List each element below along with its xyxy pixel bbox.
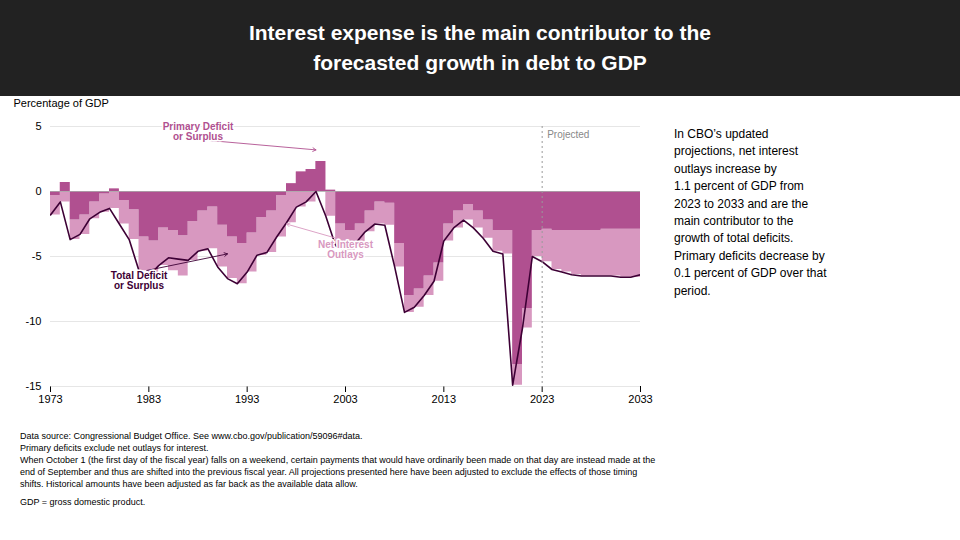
svg-text:Total Deficitor Surplus: Total Deficitor Surplus bbox=[111, 270, 168, 291]
html-text:In CBO’s updated projections,: In CBO’s updated projections, net intere… bbox=[674, 127, 827, 298]
svg-text:1983: 1983 bbox=[137, 393, 161, 405]
svg-text:Primary Deficitor Surplus: Primary Deficitor Surplus bbox=[163, 121, 234, 142]
svg-text:2003: 2003 bbox=[333, 393, 357, 405]
svg-text:1993: 1993 bbox=[235, 393, 259, 405]
html-text:GDP = gross domestic product.: GDP = gross domestic product. bbox=[20, 497, 146, 507]
svg-text:0: 0 bbox=[35, 185, 41, 197]
svg-text:2023: 2023 bbox=[530, 393, 554, 405]
svg-text:Net InterestOutlays: Net InterestOutlays bbox=[318, 239, 374, 260]
svg-text:5: 5 bbox=[35, 120, 41, 132]
svg-text:-15: -15 bbox=[26, 380, 42, 392]
html-text:Interest expense is the main c: Interest expense is the main contributor… bbox=[249, 21, 711, 74]
svg-text:1973: 1973 bbox=[38, 393, 62, 405]
svg-text:2013: 2013 bbox=[432, 393, 456, 405]
html-text:Primary deficits exclude net o: Primary deficits exclude net outlays for… bbox=[20, 443, 209, 453]
svg-text:-10: -10 bbox=[26, 315, 42, 327]
svg-text:-5: -5 bbox=[32, 250, 42, 262]
html-text:shifts. Historical amounts hav: shifts. Historical amounts have been adj… bbox=[20, 479, 358, 489]
html-text:end of September and thus are: end of September and thus are shifted in… bbox=[20, 467, 638, 477]
html-text:When October 1 (the first day: When October 1 (the first day of the fis… bbox=[20, 455, 656, 465]
svg-text:2033: 2033 bbox=[628, 393, 652, 405]
svg-text:Percentage of GDP: Percentage of GDP bbox=[14, 97, 109, 109]
html-text:Data source: Congressional Bud: Data source: Congressional Budget Office… bbox=[20, 431, 363, 441]
svg-text:Projected: Projected bbox=[547, 129, 589, 140]
